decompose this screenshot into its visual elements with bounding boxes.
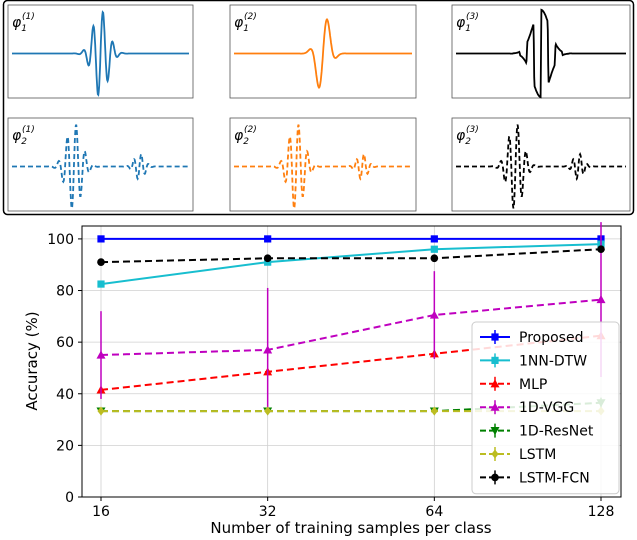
data-point (597, 245, 605, 254)
series-line (100, 298, 602, 356)
legend-entry: 1NN-DTW (480, 353, 587, 369)
legend-entry: LSTM (480, 447, 556, 463)
legend-label: 1D-ResNet (519, 424, 594, 440)
waveform-line (12, 124, 189, 209)
waveform-label: φ2(3) (456, 125, 479, 147)
data-point (96, 350, 106, 359)
x-tick-label: 128 (588, 504, 615, 520)
legend-label: LSTM (519, 447, 556, 463)
data-point (430, 235, 438, 243)
y-tick-label: 60 (56, 335, 74, 351)
legend-box (471, 321, 620, 495)
data-point (97, 280, 105, 288)
data-point (97, 406, 105, 416)
waveform-panel: φ1(3) (451, 4, 631, 99)
legend: Proposed 1NN-DTW MLP 1D-VGG 1D-ResNet LSTM LST… (471, 321, 620, 495)
data-point (263, 254, 272, 263)
legend-marker (490, 402, 500, 411)
legend-label: LSTM-FCN (519, 470, 590, 486)
data-point (263, 345, 273, 354)
legend-entry: Proposed (480, 330, 583, 346)
x-axis-label: Number of training samples per class (210, 519, 491, 537)
legend-label: 1D-VGG (519, 400, 574, 416)
waveform-label: φ2(2) (234, 125, 257, 147)
legend-entry: LSTM-FCN (480, 470, 590, 486)
waveform-label: φ1(1) (12, 12, 35, 34)
series-1nn-dtw (97, 240, 605, 288)
waveform-panels: φ1(1) φ1(2) φ1(3) φ2(1) φ2(2) φ2(3) (7, 4, 631, 212)
waveform-panel-frame (229, 117, 417, 212)
data-point (429, 310, 439, 319)
legend-label: MLP (519, 377, 547, 393)
plot-frame (81, 225, 622, 498)
waveform-label: φ1(2) (234, 12, 257, 34)
waveform-panel: φ2(1) (7, 117, 194, 212)
legend-entry: MLP (480, 376, 547, 393)
waveform-panel: φ1(2) (229, 4, 417, 99)
x-tick-label: 16 (92, 504, 110, 520)
data-point (97, 235, 105, 243)
y-tick-label: 0 (65, 490, 74, 506)
waveform-panel: φ2(3) (451, 117, 631, 212)
waveform-outer-frame (2, 0, 635, 216)
legend-marker (491, 473, 499, 482)
y-tick-label: 40 (56, 387, 74, 403)
series-lstm-fcn (97, 245, 605, 266)
series-group (96, 222, 606, 416)
waveform-line (456, 8, 626, 99)
series-line (100, 243, 602, 286)
x-tick-label: 32 (259, 504, 277, 520)
waveform-label: φ1(3) (456, 12, 479, 34)
waveform-panel: φ1(1) (7, 4, 194, 99)
y-axis-ticks: 0 20 40 60 80 100 (47, 232, 82, 506)
waveform-panel-frame (7, 4, 194, 99)
accuracy-chart: 0 20 40 60 80 100 16 32 64 128 Accuracy (%) Numb… (23, 222, 622, 537)
waveform-line (234, 18, 412, 89)
data-point (264, 258, 272, 266)
y-tick-label: 100 (47, 232, 74, 248)
waveform-label: φ2(1) (12, 125, 35, 147)
legend-marker (491, 356, 499, 364)
y-axis-label: Accuracy (%) (23, 311, 41, 410)
waveform-line (12, 10, 189, 97)
data-point (264, 235, 272, 243)
legend-label: Proposed (519, 330, 583, 346)
waveform-panel-frame (7, 117, 194, 212)
data-point (97, 258, 105, 266)
waveform-line (234, 124, 412, 209)
legend-marker (490, 379, 500, 388)
data-point (430, 406, 438, 416)
legend-label: 1NN-DTW (519, 353, 587, 369)
data-point (264, 406, 272, 416)
waveform-panel-frame (451, 117, 631, 212)
x-tick-label: 64 (425, 504, 443, 520)
series-proposed (97, 235, 605, 243)
legend-entry: 1D-VGG (480, 400, 574, 416)
waveform-panel: φ2(2) (229, 117, 417, 212)
y-tick-label: 20 (56, 438, 74, 454)
legend-marker (490, 427, 500, 436)
data-point (596, 295, 606, 304)
data-point (430, 254, 439, 263)
legend-marker (491, 449, 499, 459)
y-tick-label: 80 (56, 284, 74, 300)
legend-marker (491, 333, 499, 341)
data-point (430, 245, 438, 253)
series-line (100, 248, 602, 264)
waveform-line (456, 124, 626, 209)
legend-entry: 1D-ResNet (480, 423, 594, 440)
x-axis-ticks: 16 32 64 128 (92, 497, 614, 520)
